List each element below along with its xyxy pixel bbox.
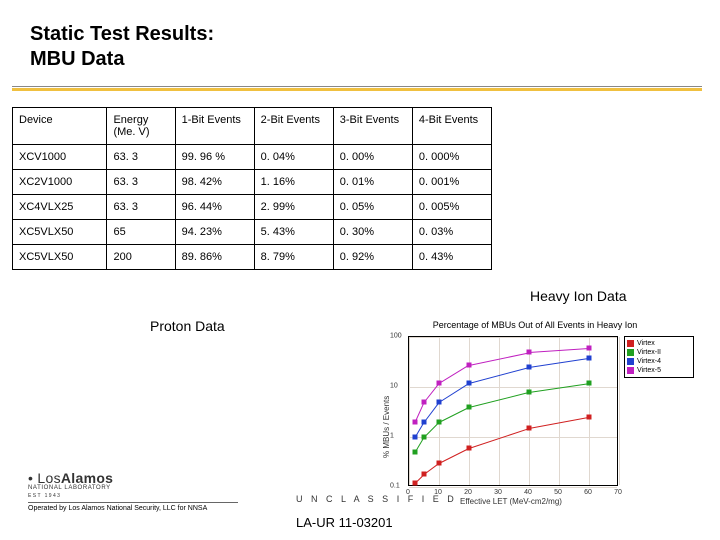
title-underline [12,86,702,89]
title-line-1: Static Test Results: [30,23,214,45]
table-cell: 0. 005% [412,195,491,220]
y-tick: 0.1 [390,483,400,490]
table-cell: 0. 30% [333,220,412,245]
series-line [439,407,469,423]
series-line [439,448,469,464]
legend-item: Virtex-4 [627,357,691,366]
table-row: XC5VLX5020089. 86%8. 79%0. 92%0. 43% [13,245,492,270]
table-cell: 0. 001% [412,170,491,195]
table-cell: 96. 44% [175,195,254,220]
mbu-data-table: Device Energy (Me. V) 1-Bit Events 2-Bit… [12,107,492,270]
legend-item: Virtex [627,339,691,348]
legend-marker-icon [627,340,634,347]
table-cell: 94. 23% [175,220,254,245]
col-device: Device [13,108,107,145]
table-cell: 0. 04% [254,145,333,170]
y-axis-label: % MBUs / Events [382,396,391,458]
heavy-ion-label: Heavy Ion Data [530,288,627,304]
table-cell: 63. 3 [107,145,175,170]
table-cell: 0. 92% [333,245,412,270]
series-line [424,463,440,475]
table-cell: 200 [107,245,175,270]
table-cell: 0. 00% [333,145,412,170]
col-4bit: 4-Bit Events [412,108,491,145]
legend-label: Virtex-4 [637,358,661,365]
table-cell: XC5VLX50 [13,220,107,245]
y-tick: 10 [390,383,398,390]
x-tick: 30 [494,489,502,496]
legend-marker-icon [627,349,634,356]
x-tick: 50 [554,489,562,496]
lanl-logo-est: EST 1943 [28,493,238,499]
legend-label: Virtex [637,340,655,347]
legend-label: Virtex-II [637,349,661,356]
lanl-logo-block: • LosAlamos NATIONAL LABORATORY EST 1943… [28,470,238,512]
series-line [415,474,425,484]
table-cell: 8. 79% [254,245,333,270]
plot-area [408,336,618,486]
x-tick: 70 [614,489,622,496]
laur-number: LA-UR 11-03201 [296,515,446,530]
table-cell: 63. 3 [107,170,175,195]
series-line [439,365,470,384]
table-cell: 1. 16% [254,170,333,195]
table-cell: 65 [107,220,175,245]
legend-item: Virtex-II [627,348,691,357]
page-title: Static Test Results: MBU Data [30,22,720,72]
series-line [415,437,425,453]
table-row: XC5VLX506594. 23%5. 43%0. 30%0. 03% [13,220,492,245]
y-tick: 1 [390,433,394,440]
lanl-logo-sub: NATIONAL LABORATORY [28,485,238,491]
legend-marker-icon [627,358,634,365]
table-cell: XCV1000 [13,145,107,170]
table-cell: XC4VLX25 [13,195,107,220]
table-cell: 0. 05% [333,195,412,220]
y-tick: 100 [390,333,402,340]
heavy-ion-chart: Percentage of MBUs Out of All Events in … [370,318,700,508]
legend-marker-icon [627,367,634,374]
chart-title: Percentage of MBUs Out of All Events in … [370,318,700,332]
col-3bit: 3-Bit Events [333,108,412,145]
table-cell: 0. 01% [333,170,412,195]
col-2bit: 2-Bit Events [254,108,333,145]
lanl-logo: • LosAlamos [28,470,238,486]
table-row: XC2V100063. 398. 42%1. 16%0. 01%0. 001% [13,170,492,195]
chart-legend: Virtex Virtex-II Virtex-4 Virtex-5 [624,336,694,378]
x-tick: 40 [524,489,532,496]
table-cell: 63. 3 [107,195,175,220]
table-cell: XC2V1000 [13,170,107,195]
col-energy: Energy (Me. V) [107,108,175,145]
table-cell: 0. 000% [412,145,491,170]
table-cell: 5. 43% [254,220,333,245]
legend-item: Virtex-5 [627,366,691,375]
table-cell: 89. 86% [175,245,254,270]
x-axis-label: Effective LET (MeV-cm2/mg) [460,497,562,506]
table-cell: 2. 99% [254,195,333,220]
unclassified-label: U N C L A S S I F I E D [296,494,457,504]
table-cell: 98. 42% [175,170,254,195]
legend-label: Virtex-5 [637,367,661,374]
proton-data-label: Proton Data [150,318,225,334]
table-cell: XC5VLX50 [13,245,107,270]
table-row: XC4VLX2563. 396. 44%2. 99%0. 05%0. 005% [13,195,492,220]
x-tick: 60 [584,489,592,496]
table-row: XCV100063. 399. 96 %0. 04%0. 00%0. 000% [13,145,492,170]
col-1bit: 1-Bit Events [175,108,254,145]
table-header-row: Device Energy (Me. V) 1-Bit Events 2-Bit… [13,108,492,145]
table-cell: 0. 03% [412,220,491,245]
table-cell: 0. 43% [412,245,491,270]
title-line-2: MBU Data [30,48,124,70]
operated-by: Operated by Los Alamos National Security… [28,505,238,512]
series-line [424,422,440,438]
table-cell: 99. 96 % [175,145,254,170]
x-tick: 20 [464,489,472,496]
